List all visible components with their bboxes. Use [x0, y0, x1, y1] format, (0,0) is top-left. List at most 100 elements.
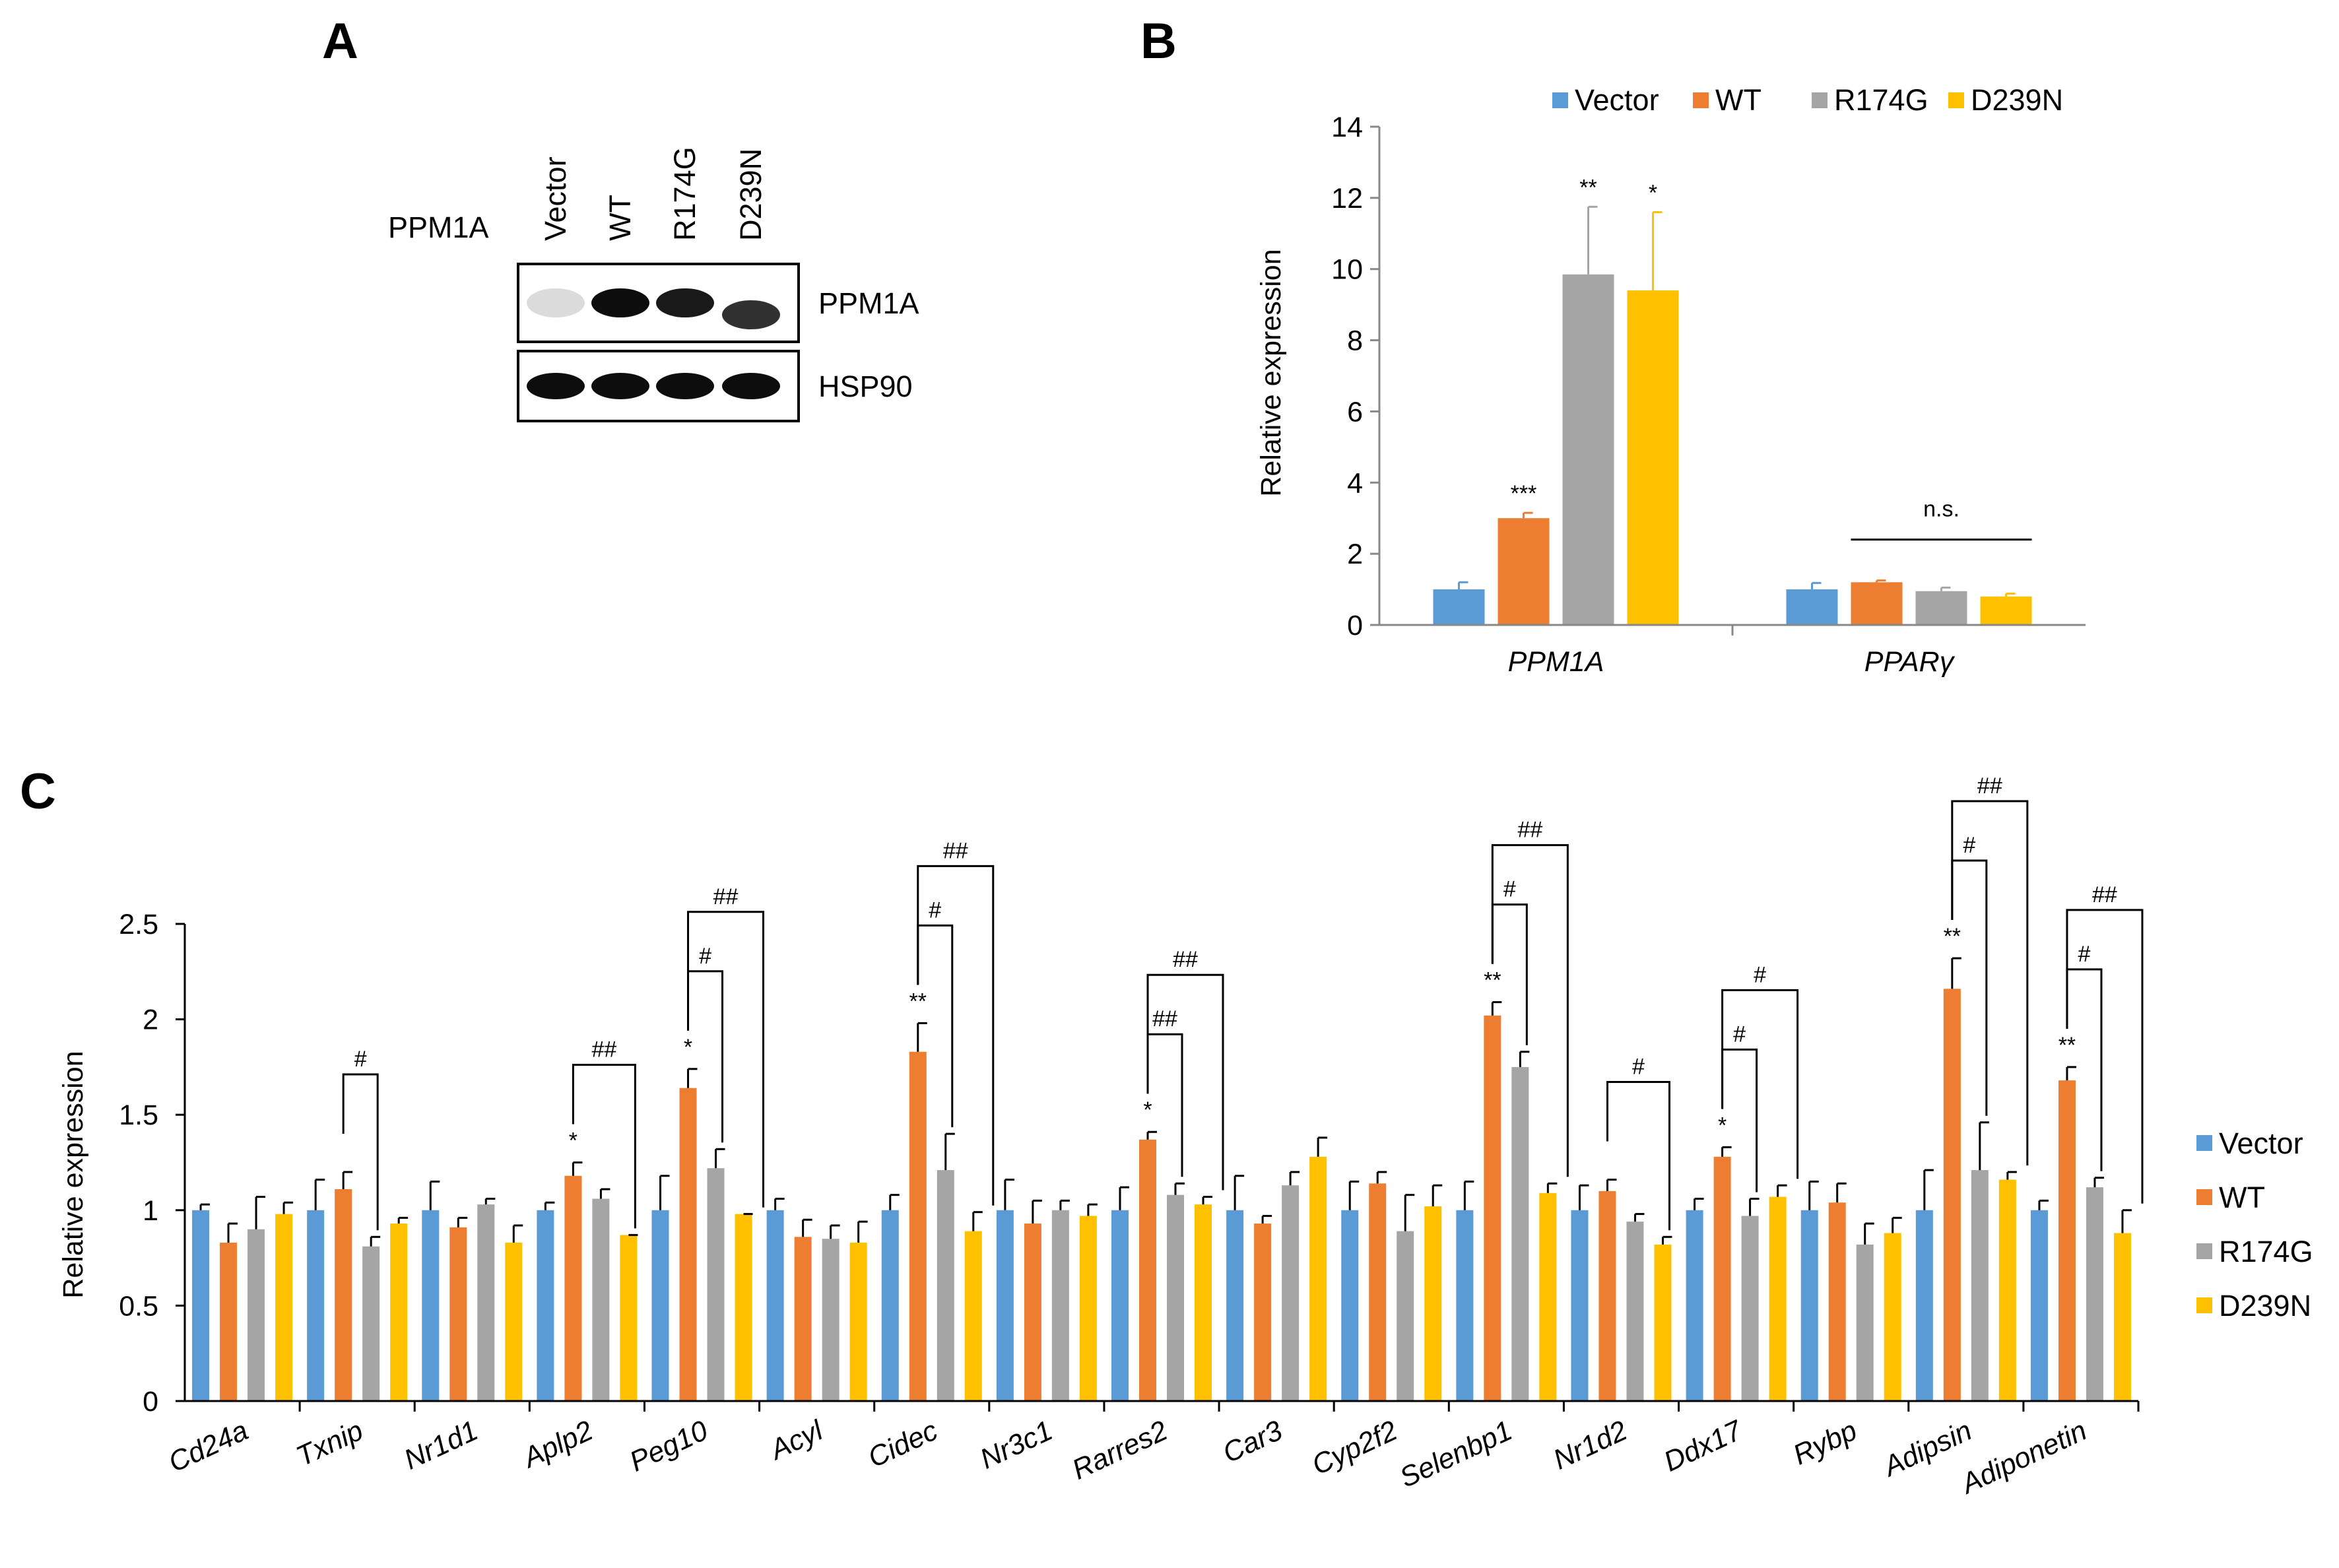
x-category-label: Cyp2f2 — [1307, 1415, 1402, 1482]
y-tick-label: 1 — [143, 1195, 158, 1227]
significance-bracket — [1721, 989, 1799, 1179]
y-tick-label: 4 — [1347, 467, 1363, 499]
significance-star: * — [1649, 180, 1657, 205]
bar-vector — [537, 1210, 554, 1401]
panel-letter-b: B — [1140, 13, 1177, 69]
bar-wt — [1498, 518, 1550, 625]
y-tick-label: 2.5 — [119, 909, 158, 940]
bar-d239n — [1998, 1179, 2016, 1401]
bar-d239n — [735, 1214, 752, 1401]
y-tick-label: 2 — [1347, 539, 1363, 570]
significance-star: * — [1143, 1097, 1152, 1123]
significance-hash: ## — [1173, 947, 1198, 972]
blot-label-hsp90: HSP90 — [818, 370, 913, 403]
significance-star: * — [684, 1035, 692, 1060]
bar-r174g — [1915, 591, 1967, 625]
legend-label-vector: Vector — [2219, 1127, 2303, 1160]
significance-bracket — [687, 911, 765, 1208]
significance-bracket — [2066, 909, 2144, 1204]
significance-hash: # — [354, 1047, 367, 1072]
x-category-label: Adiponetin — [1955, 1415, 2092, 1501]
significance-hash: ## — [1152, 1006, 1177, 1031]
bar-d239n — [1884, 1233, 1901, 1401]
bar-wt — [1024, 1224, 1041, 1401]
bar-vector — [766, 1210, 784, 1401]
x-category-label: Car3 — [1218, 1415, 1288, 1470]
bar-d239n — [2113, 1233, 2131, 1401]
y-tick-label: 12 — [1331, 183, 1363, 214]
significance-hash: # — [929, 898, 941, 923]
bar-d239n — [620, 1235, 638, 1401]
bar-r174g — [1741, 1216, 1759, 1401]
bar-vector — [651, 1210, 669, 1401]
bar-vector — [1786, 589, 1838, 625]
western-blot-panel: PPM1A Vector WT R174G D239N PPM1A HSP90 — [388, 147, 919, 422]
blot-row-label: PPM1A — [388, 211, 489, 244]
bar-vector — [1433, 589, 1485, 625]
bar-wt — [1369, 1183, 1387, 1401]
blot-band — [722, 300, 780, 329]
bar-vector — [1800, 1210, 1818, 1401]
chart-c-ylabel: Relative expression — [57, 1051, 89, 1298]
lane-label-d239n: D239N — [734, 148, 768, 241]
x-category-label: Nr3c1 — [975, 1415, 1057, 1476]
panel-letter-c: C — [20, 764, 56, 820]
bar-r174g — [1971, 1170, 1989, 1401]
x-category-label: Rybp — [1789, 1415, 1862, 1472]
bar-wt — [1484, 1015, 1501, 1401]
bar-wt — [449, 1227, 467, 1401]
x-category-label: Cidec — [863, 1414, 942, 1474]
bar-d239n — [1980, 596, 2032, 625]
y-tick-label: 10 — [1331, 254, 1363, 286]
blot-band — [722, 373, 780, 399]
significance-star: * — [1718, 1113, 1727, 1138]
x-category-label: PPM1A — [1508, 646, 1604, 678]
significance-bracket — [1146, 973, 1224, 1191]
chart-b: Relative expression 0 2 4 6 8 10 12 14 PPM1A PPAR… — [1255, 83, 2086, 678]
significance-hash: # — [2078, 942, 2090, 967]
significance-star: *** — [1511, 481, 1537, 506]
bar-d239n — [1654, 1244, 1672, 1401]
x-category-label: Ddx17 — [1659, 1414, 1748, 1478]
bar-vector — [422, 1210, 440, 1401]
y-tick-label: 0.5 — [119, 1290, 158, 1322]
bar-vector — [996, 1210, 1014, 1401]
bar-d239n — [1424, 1206, 1442, 1401]
bar-d239n — [849, 1242, 867, 1401]
bar-d239n — [390, 1224, 408, 1401]
y-tick-label: 6 — [1347, 396, 1363, 428]
bar-r174g — [1626, 1222, 1644, 1401]
bar-wt — [2058, 1080, 2076, 1401]
legend-swatch-wt — [2196, 1189, 2212, 1205]
x-category-label: Txnip — [292, 1415, 368, 1473]
legend-swatch-vector — [2196, 1135, 2212, 1151]
significance-star: ** — [1484, 968, 1501, 993]
y-tick-label: 1.5 — [119, 1099, 158, 1131]
bar-vector — [1341, 1210, 1359, 1401]
bar-wt — [1828, 1202, 1846, 1401]
bar-r174g — [1511, 1066, 1529, 1401]
bar-d239n — [505, 1242, 523, 1401]
bar-d239n — [1627, 290, 1679, 625]
bar-wt — [1598, 1191, 1616, 1401]
bar-r174g — [937, 1170, 954, 1401]
legend-label-vector: Vector — [1575, 83, 1659, 117]
significance-hash: # — [1754, 962, 1766, 987]
significance-bracket — [572, 1064, 636, 1229]
bar-d239n — [964, 1231, 982, 1401]
bar-vector — [1111, 1210, 1129, 1401]
significance-hash: ## — [2092, 882, 2117, 907]
legend-swatch-wt — [1693, 92, 1709, 108]
bar-r174g — [1397, 1231, 1414, 1401]
significance-bracket — [1491, 844, 1569, 1177]
bar-d239n — [1309, 1156, 1327, 1401]
bar-wt — [909, 1051, 927, 1401]
bar-vector — [1686, 1210, 1703, 1401]
bar-wt — [335, 1189, 352, 1401]
bar-r174g — [247, 1229, 265, 1401]
blot-band — [591, 373, 649, 399]
y-tick-label: 0 — [143, 1386, 158, 1418]
x-category-label: Cd24a — [164, 1415, 253, 1479]
bar-r174g — [1562, 274, 1614, 625]
significance-star: ** — [1579, 175, 1597, 200]
